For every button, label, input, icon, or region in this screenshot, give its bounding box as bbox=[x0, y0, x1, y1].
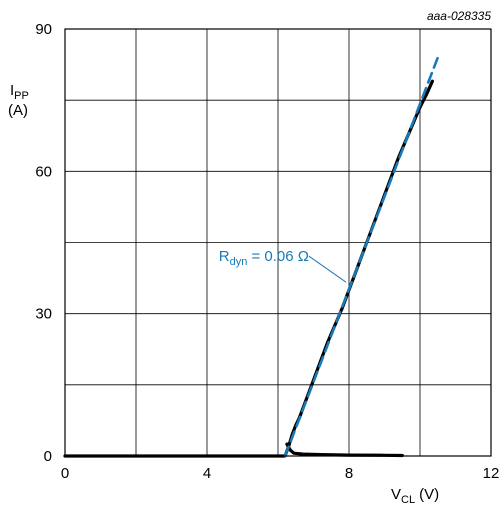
x-tick-label: 12 bbox=[483, 465, 500, 482]
measured-curve bbox=[285, 442, 404, 458]
x-axis-label: VCL (V) bbox=[391, 486, 439, 506]
y-axis-label: IPP bbox=[10, 82, 29, 102]
annotation-label: Rdyn = 0.06 Ω bbox=[219, 248, 309, 268]
x-axis-label-main: V bbox=[391, 486, 401, 503]
x-tick-label: 8 bbox=[345, 465, 353, 482]
y-tick-label: 90 bbox=[35, 21, 52, 38]
y-axis-label-main: I bbox=[10, 82, 14, 99]
y-tick-label: 60 bbox=[35, 163, 52, 180]
y-tick-label: 30 bbox=[35, 306, 52, 323]
measured-curve bbox=[63, 79, 434, 458]
tick-labels: 0 4 8 12 0 30 60 90 bbox=[35, 21, 499, 482]
figure-id: aaa-028335 bbox=[427, 9, 491, 23]
x-axis-label-sub: CL bbox=[401, 494, 415, 506]
y-tick-label: 0 bbox=[44, 448, 52, 465]
annotation-leader bbox=[308, 255, 347, 283]
x-tick-label: 4 bbox=[203, 465, 211, 482]
rdyn-fit-line bbox=[283, 56, 440, 458]
y-axis-unit: (A) bbox=[8, 102, 28, 119]
y-axis-label-sub: PP bbox=[14, 90, 29, 102]
plot-frame bbox=[64, 28, 492, 457]
x-tick-label: 0 bbox=[61, 465, 69, 482]
annotation-group: Rdyn = 0.06 Ω bbox=[219, 248, 347, 283]
x-axis-label-unit: (V) bbox=[419, 486, 439, 503]
series-layer bbox=[63, 56, 440, 458]
